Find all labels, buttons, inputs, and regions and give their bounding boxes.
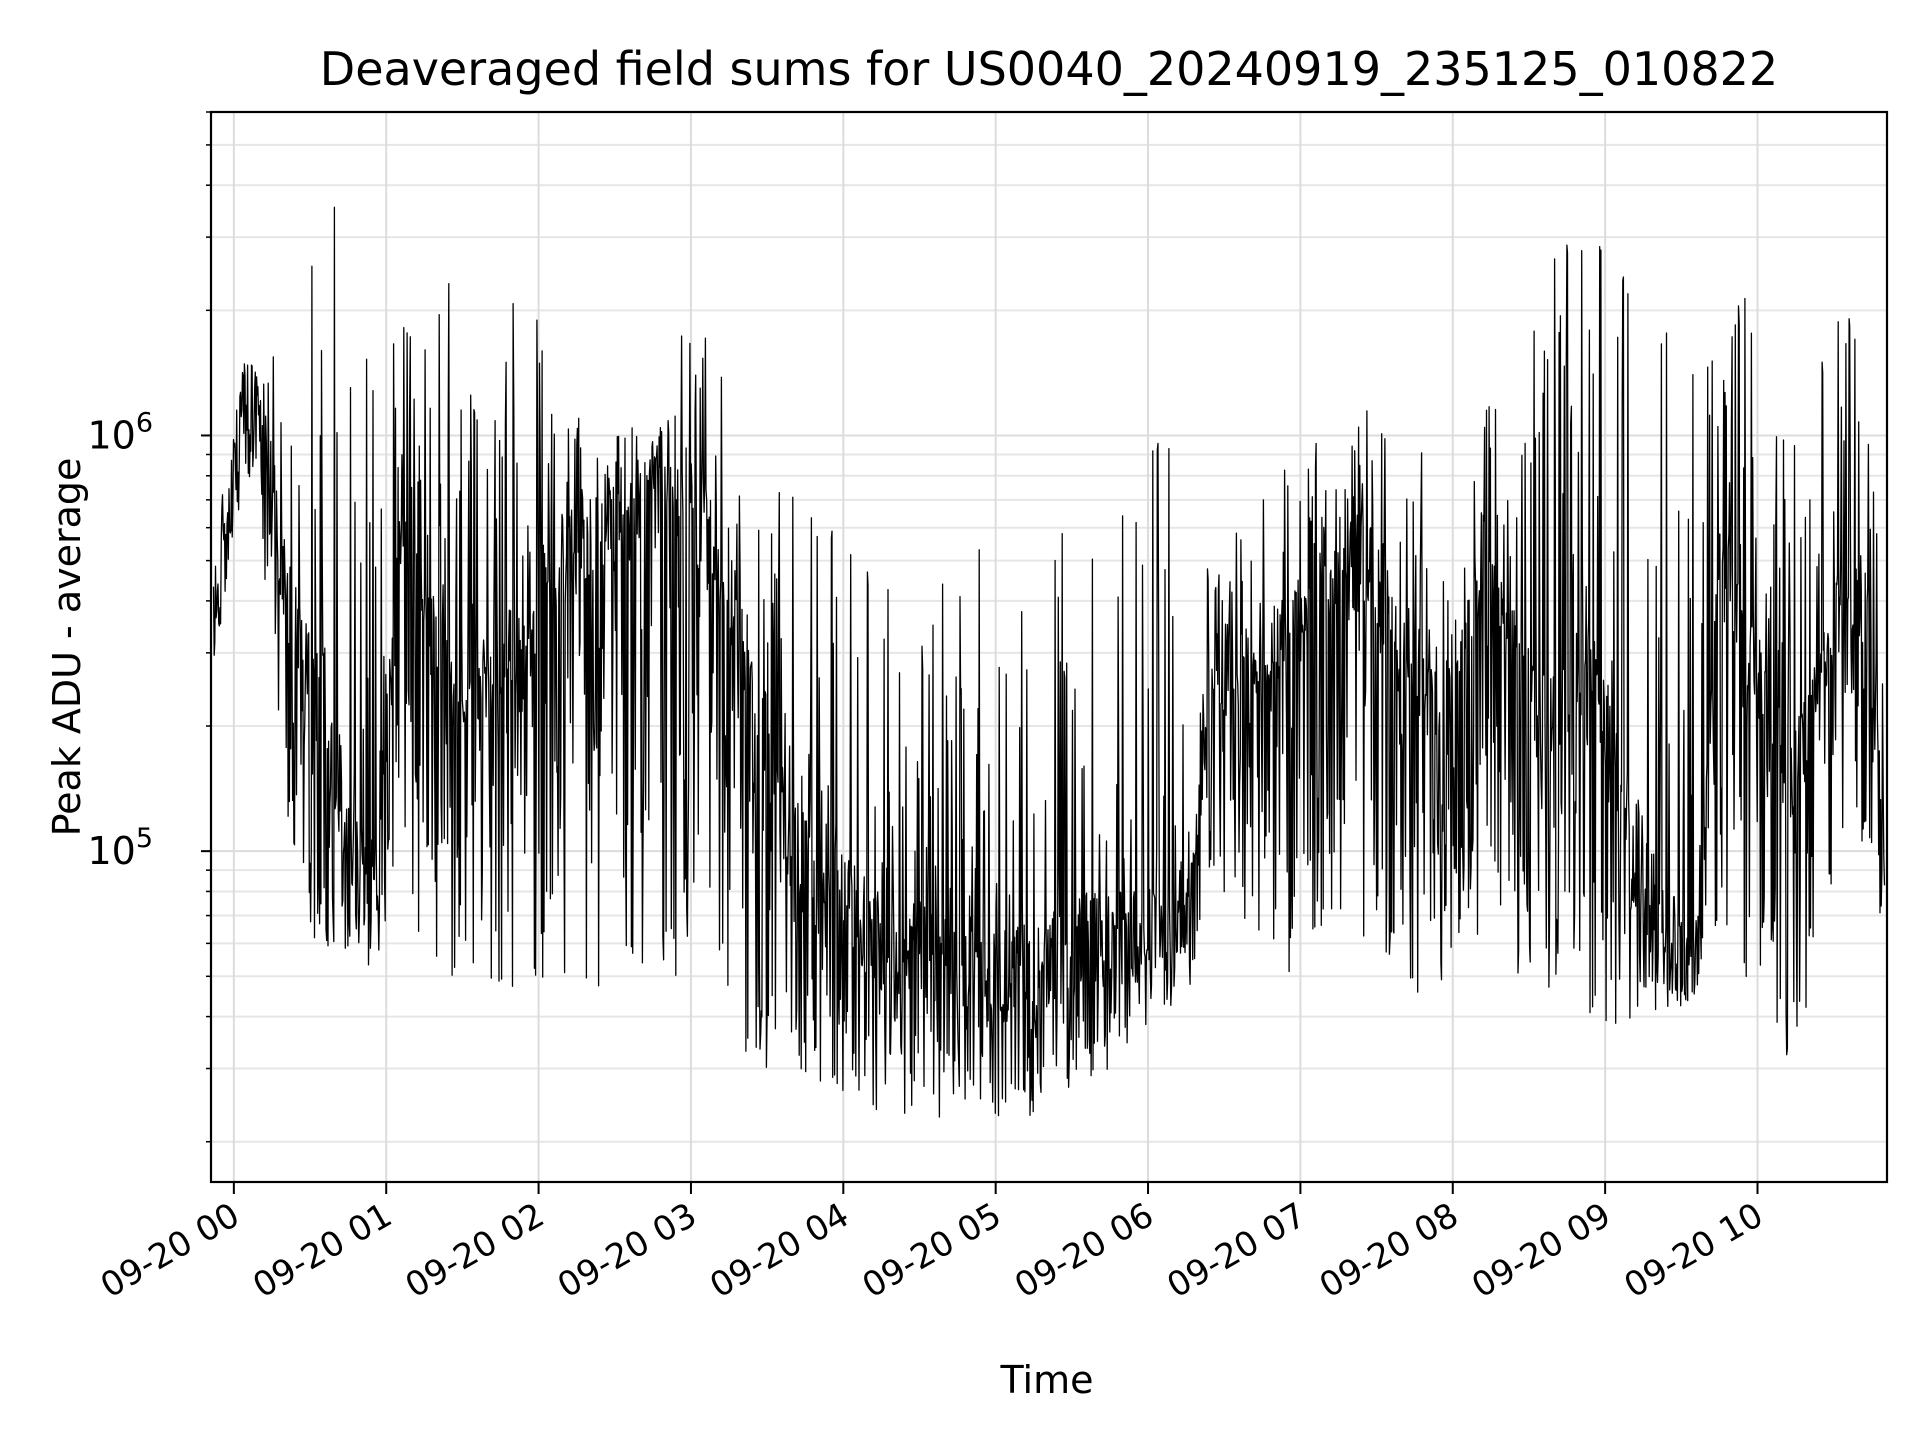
y-tick-exponent: 5 (136, 823, 153, 854)
plot-area (212, 206, 1886, 1118)
y-axis-label: Peak ADU - average (45, 458, 89, 837)
series-line (212, 206, 1886, 1118)
y-tick-exponent: 6 (136, 407, 153, 438)
y-tick-label: 106 (87, 407, 153, 457)
y-tick-mantissa: 10 (87, 829, 135, 873)
chart-title: Deaveraged field sums for US0040_2024091… (320, 42, 1778, 96)
y-tick-mantissa: 10 (87, 413, 135, 457)
x-axis-label: Time (1000, 1358, 1094, 1402)
y-tick-label: 105 (87, 823, 153, 873)
axes-frame (209, 110, 1889, 1184)
grid (211, 111, 1887, 1182)
